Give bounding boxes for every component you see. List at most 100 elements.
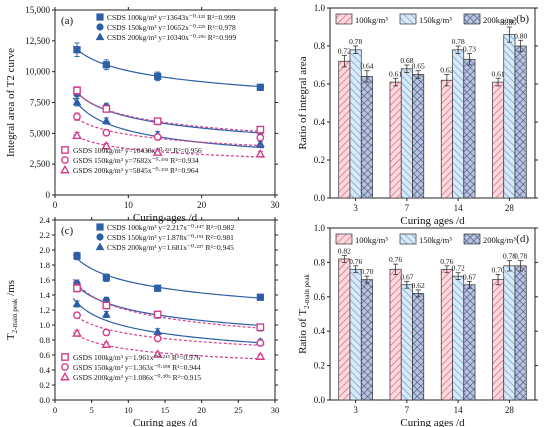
- bar: [514, 45, 527, 199]
- legend-entry: GSDS 150kg/m³ y=7682x⁻⁰·¹⁹⁵ R²=0.934: [73, 156, 199, 165]
- series-2: [72, 298, 265, 345]
- legend-swatch: [463, 13, 481, 25]
- data-point: [152, 349, 163, 358]
- y-tick-label: 1.0: [39, 320, 50, 330]
- bar: [452, 275, 465, 401]
- data-point: [72, 97, 82, 106]
- data-point: [72, 328, 82, 337]
- data-point: [152, 147, 163, 156]
- legend-entry: GSDS 150kg/m³ y=1.363x⁻⁰·¹⁸⁸ R²=0.944: [73, 363, 201, 372]
- data-label: 0.86: [503, 18, 516, 27]
- bar: [360, 76, 373, 199]
- data-label: 0.61: [389, 69, 402, 78]
- y-tick-label: 0.6: [39, 350, 50, 360]
- data-point: [102, 301, 111, 310]
- y-axis-label: Ratio of T2-main peak: [297, 274, 311, 354]
- bar: [514, 265, 527, 401]
- bar: [400, 68, 413, 199]
- legend-entry: CSDS 150kg/m³ y=10652x⁻⁰·²²⁵ R²=0.978: [107, 23, 236, 32]
- y-tick-label: 0.6: [314, 79, 326, 89]
- series-2: [72, 97, 265, 149]
- y-axis-label: Integral area of T2 curve: [5, 48, 17, 157]
- plot-frame: [329, 227, 536, 401]
- x-tick-label: 28: [505, 405, 515, 415]
- data-label: 0.72: [452, 264, 465, 273]
- legend-entry: 150kg/m³: [419, 15, 452, 25]
- legend-entry: GSDS 200kg/m³ y=5845x⁻⁰·¹⁹² R²=0.964: [73, 166, 199, 175]
- y-tick-label: 0.2: [314, 155, 325, 165]
- legend-entry: 200kg/m³: [483, 15, 516, 25]
- data-label: 0.80: [514, 31, 527, 40]
- fit-curve: [72, 254, 265, 299]
- legend-swatch: [463, 233, 481, 245]
- x-tick-label: 7: [405, 203, 410, 213]
- y-tick-label: 0.4: [39, 365, 50, 375]
- y-axis-label: T2-main peak /ms: [5, 280, 19, 340]
- y-tick-label: 0.6: [314, 292, 326, 302]
- data-label: 0.78: [452, 37, 465, 46]
- bar: [400, 284, 413, 401]
- bar: [338, 258, 351, 401]
- panel-c-t2-main-peak-chart: 0.0 0.2 0.4 0.6 0.8 1.0 1.2 1.4 1.6 1.8 2.0 2.2 2.4 0…: [5, 215, 279, 427]
- x-tick-label: 30: [271, 200, 281, 210]
- data-point: [102, 61, 110, 69]
- data-label: 0.65: [412, 62, 425, 71]
- data-point: [256, 133, 265, 142]
- y-tick-label: 0.8: [39, 335, 50, 345]
- plot-frame: [329, 7, 536, 199]
- legend-marker: [96, 23, 104, 31]
- y-tick-label: 1.0: [314, 223, 326, 233]
- data-point: [153, 327, 163, 335]
- data-point: [101, 140, 112, 150]
- data-label: 0.62: [440, 66, 453, 75]
- x-axis-label: Curing ages /d: [400, 215, 465, 227]
- bar: [503, 265, 516, 401]
- y-tick-label: 1.2: [39, 305, 50, 315]
- bar: [349, 268, 362, 401]
- series-5: [72, 328, 266, 360]
- series-3: [72, 86, 265, 134]
- y-tick-label: 0.8: [314, 41, 326, 51]
- x-tick-label: 10: [124, 200, 134, 210]
- x-tick-label: 0: [53, 405, 57, 415]
- legend-marker: [96, 13, 104, 21]
- data-point: [154, 72, 162, 80]
- bar: [412, 74, 425, 199]
- data-label: 0.78: [514, 252, 527, 261]
- panel-label: (a): [61, 15, 74, 27]
- bar: [463, 284, 476, 401]
- legend-swatch: [335, 13, 353, 25]
- y-axis-label: Ratio of integral area: [297, 56, 309, 149]
- data-label: 0.78: [503, 252, 516, 261]
- data-point: [101, 116, 111, 125]
- bar: [389, 81, 402, 199]
- data-point: [256, 125, 265, 134]
- data-label: 0.62: [412, 281, 425, 290]
- x-tick-label: 3: [353, 405, 358, 415]
- x-axis-label: Curing ages /d: [133, 417, 198, 427]
- fit-curve: [72, 332, 265, 360]
- x-tick-label: 0: [53, 200, 58, 210]
- data-label: 0.76: [440, 257, 453, 266]
- y-tick-label: 0.0: [314, 395, 326, 405]
- data-label: 0.68: [400, 56, 413, 65]
- data-point: [256, 83, 264, 91]
- legend-marker: [95, 242, 105, 251]
- data-label: 0.82: [338, 247, 351, 256]
- data-label: 0.78: [349, 37, 362, 46]
- data-point: [102, 274, 110, 282]
- y-tick-label: 15,000: [25, 5, 50, 15]
- data-point: [255, 148, 266, 158]
- fit-curve: [72, 278, 265, 330]
- legend-entry: CSDS 150kg/m³ y=1.878x⁻⁰·¹⁹¹ R²=0.981: [107, 233, 234, 242]
- legend-marker: [95, 32, 105, 41]
- y-tick-label: 2.4: [39, 215, 50, 225]
- x-tick-label: 28: [505, 203, 515, 213]
- legend-entry: 200kg/m³: [483, 235, 516, 245]
- data-point: [72, 299, 82, 308]
- data-point: [255, 351, 266, 360]
- data-point: [102, 105, 111, 113]
- y-tick-label: 1.4: [39, 290, 50, 300]
- y-tick-label: 0.8: [314, 257, 326, 267]
- panel-d-ratio-t2-main-peak-chart: 0.00.20.40.60.81.030.820.760.7070.760.67…: [297, 223, 538, 427]
